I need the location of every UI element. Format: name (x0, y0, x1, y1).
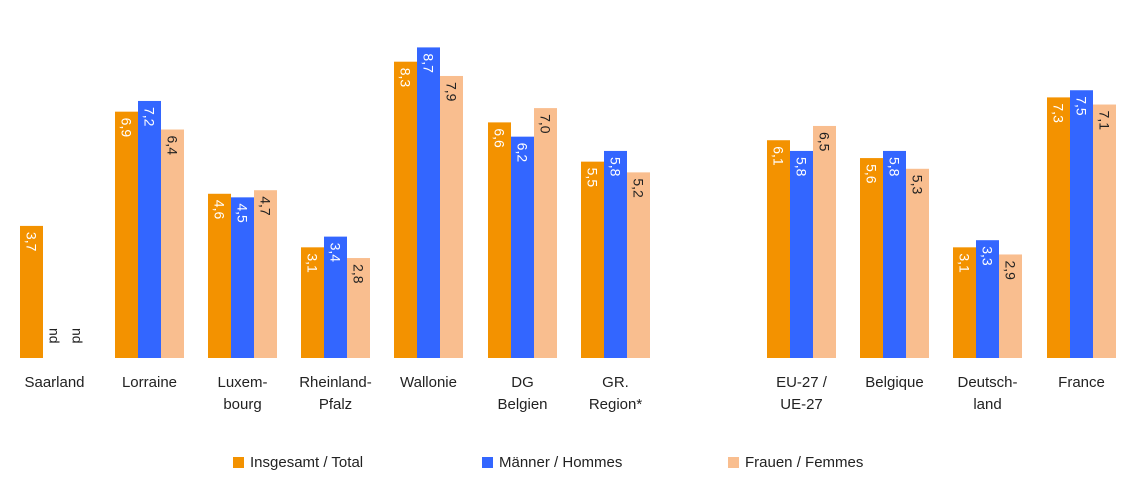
data-label: nd (70, 328, 86, 344)
category-label: Luxem-bourg (217, 374, 267, 413)
bar (488, 122, 511, 358)
data-label: 3,1 (957, 253, 973, 273)
data-label: 5,6 (864, 164, 880, 184)
data-label: 2,9 (1003, 260, 1019, 280)
data-label: 7,0 (538, 114, 554, 134)
bar (627, 172, 650, 358)
bar (1070, 90, 1093, 358)
data-label: 5,8 (887, 157, 903, 177)
bar (790, 150, 813, 358)
data-label: 6,5 (817, 132, 833, 152)
legend-label-women: Frauen / Femmes (745, 454, 864, 471)
category-label: France (1058, 374, 1105, 391)
bar (883, 150, 906, 358)
bar (138, 100, 161, 359)
data-label: 5,8 (608, 157, 624, 177)
category-label: GR. Region* (589, 374, 643, 413)
category-label: Wallonie (400, 374, 457, 391)
bar (860, 158, 883, 358)
data-label: 6,4 (165, 136, 181, 156)
data-label: nd (47, 328, 63, 344)
legend-swatch-women (728, 457, 739, 468)
data-label: 8,7 (421, 53, 437, 73)
bar (231, 197, 254, 358)
data-label: 5,3 (910, 175, 926, 195)
bar (999, 254, 1022, 358)
bar (813, 125, 836, 358)
legend-item-total: Insgesamt / Total (233, 454, 363, 471)
data-label: 3,1 (305, 253, 321, 273)
category-label: Rheinland-Pfalz (299, 374, 372, 413)
legend: Insgesamt / Total Männer / Hommes Frauen… (0, 454, 1140, 478)
bar (953, 247, 976, 358)
data-label: 7,9 (444, 82, 460, 102)
data-label: 4,6 (212, 200, 228, 220)
data-label: 4,7 (258, 196, 274, 216)
legend-swatch-total (233, 457, 244, 468)
bar (208, 193, 231, 358)
data-label: 6,6 (492, 128, 508, 148)
data-label: 7,2 (142, 107, 158, 127)
data-label: 6,1 (771, 146, 787, 166)
bar (394, 61, 417, 358)
data-label: 5,8 (794, 157, 810, 177)
data-label: 3,3 (980, 246, 996, 266)
data-label: 7,3 (1051, 103, 1067, 123)
legend-item-men: Männer / Hommes (482, 454, 622, 471)
data-label: 3,4 (328, 243, 344, 263)
bar (417, 47, 440, 358)
bar (534, 108, 557, 358)
category-label: Saarland (24, 374, 84, 391)
bar (161, 129, 184, 358)
bar (906, 168, 929, 358)
bar (254, 190, 277, 358)
data-label: 3,7 (24, 232, 40, 252)
category-label: Deutsch-land (957, 374, 1017, 413)
data-label: 7,1 (1097, 111, 1113, 131)
legend-item-women: Frauen / Femmes (728, 454, 863, 471)
data-label: 5,2 (631, 178, 647, 198)
bar (1047, 97, 1070, 358)
bar (20, 225, 43, 358)
bar (1093, 104, 1116, 358)
bar (976, 240, 999, 358)
bar (767, 140, 790, 358)
data-label: 5,5 (585, 168, 601, 188)
data-label: 6,9 (119, 118, 135, 138)
bar (511, 136, 534, 358)
bar (301, 247, 324, 358)
data-label: 8,3 (398, 68, 414, 88)
data-label: 4,5 (235, 203, 251, 223)
legend-label-total: Insgesamt / Total (250, 454, 364, 471)
bar (604, 150, 627, 358)
bar (440, 75, 463, 358)
bar (324, 236, 347, 358)
data-label: 7,5 (1074, 96, 1090, 116)
data-label: 2,8 (351, 264, 367, 284)
category-label: Belgique (865, 374, 923, 391)
data-label: 6,2 (515, 143, 531, 163)
category-label: EU-27 /UE-27 (776, 374, 828, 413)
bar (115, 111, 138, 358)
legend-label-men: Männer / Hommes (499, 454, 623, 471)
bar (581, 161, 604, 358)
category-label: DG Belgien (497, 374, 547, 413)
category-label: Lorraine (122, 374, 177, 391)
legend-swatch-men (482, 457, 493, 468)
bar (347, 258, 370, 358)
